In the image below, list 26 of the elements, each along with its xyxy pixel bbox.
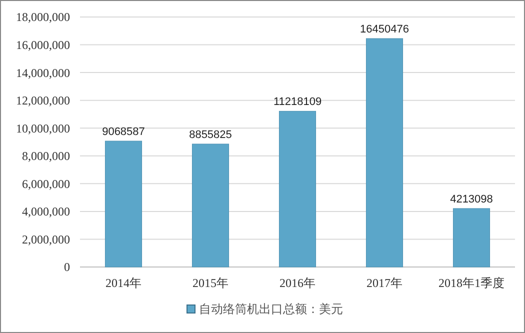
x-tick-label: 2014年 — [106, 276, 142, 290]
x-tick-label: 2018年1季度 — [438, 276, 504, 290]
bar — [104, 140, 142, 268]
bar — [278, 110, 316, 268]
y-tick-label: 16,000,000 — [16, 38, 70, 52]
x-tick-label: 2015年 — [192, 276, 228, 290]
legend-label: 自动络筒机出口总额：美元 — [199, 302, 343, 316]
data-label: 16450476 — [360, 24, 409, 36]
bar — [366, 38, 404, 268]
y-tick-label: 10,000,000 — [16, 121, 70, 136]
data-label: 9068587 — [102, 126, 145, 138]
y-tick-label: 8,000,000 — [22, 149, 70, 164]
y-tick-label: 2,000,000 — [22, 232, 70, 246]
y-tick-label: 14,000,000 — [16, 66, 70, 80]
y-tick-label: 0 — [64, 260, 70, 274]
y-tick-label: 18,000,000 — [16, 10, 70, 24]
y-tick-label: 4,000,000 — [22, 204, 70, 219]
data-label: 4213098 — [450, 193, 493, 206]
bar — [452, 208, 490, 268]
data-label: 11218109 — [273, 96, 322, 108]
data-label: 8855825 — [189, 129, 232, 141]
y-tick-label: 6,000,000 — [22, 176, 70, 191]
y-tick-label: 12,000,000 — [16, 94, 70, 108]
x-tick-label: 2017年 — [366, 276, 402, 290]
bar — [192, 144, 230, 268]
x-tick-label: 2016年 — [280, 276, 316, 290]
